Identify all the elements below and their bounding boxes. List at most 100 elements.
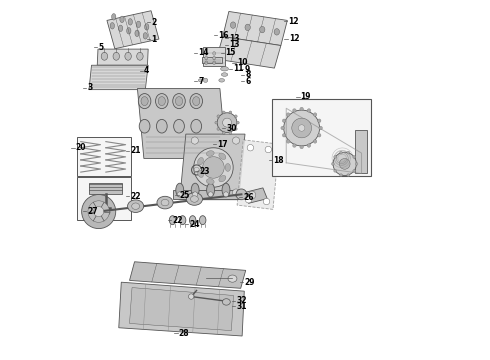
Text: 31: 31 — [236, 302, 246, 311]
Ellipse shape — [206, 179, 214, 184]
Ellipse shape — [127, 200, 144, 212]
Ellipse shape — [197, 157, 203, 165]
Text: 7: 7 — [198, 77, 204, 86]
Ellipse shape — [128, 19, 132, 25]
Text: 22: 22 — [130, 192, 141, 201]
Text: 16: 16 — [218, 31, 229, 40]
Ellipse shape — [347, 151, 350, 154]
Text: 27: 27 — [87, 207, 98, 216]
Text: 13: 13 — [229, 34, 239, 43]
Ellipse shape — [219, 153, 226, 159]
Ellipse shape — [190, 94, 202, 109]
Ellipse shape — [223, 192, 228, 197]
Ellipse shape — [313, 113, 317, 116]
Ellipse shape — [228, 275, 237, 282]
Ellipse shape — [125, 52, 131, 60]
Ellipse shape — [245, 197, 252, 203]
Ellipse shape — [176, 183, 184, 197]
Ellipse shape — [222, 111, 225, 114]
Text: 25: 25 — [180, 190, 190, 199]
Ellipse shape — [191, 120, 201, 133]
Ellipse shape — [155, 94, 168, 109]
Text: 30: 30 — [226, 123, 237, 132]
Text: 24: 24 — [190, 220, 200, 229]
Ellipse shape — [205, 56, 208, 60]
Ellipse shape — [193, 192, 197, 197]
Ellipse shape — [170, 216, 176, 225]
Text: 14: 14 — [198, 48, 209, 57]
Ellipse shape — [191, 189, 198, 196]
Ellipse shape — [207, 183, 215, 197]
Ellipse shape — [208, 192, 213, 197]
Ellipse shape — [281, 126, 285, 130]
Polygon shape — [203, 47, 225, 66]
Text: 26: 26 — [243, 193, 254, 202]
Ellipse shape — [175, 96, 183, 105]
Ellipse shape — [222, 183, 230, 197]
Ellipse shape — [137, 52, 143, 60]
Text: 11: 11 — [234, 64, 244, 73]
Text: 8: 8 — [245, 71, 250, 80]
Ellipse shape — [307, 109, 311, 112]
Ellipse shape — [193, 96, 200, 105]
Ellipse shape — [203, 157, 224, 178]
Ellipse shape — [189, 294, 194, 299]
Ellipse shape — [284, 110, 319, 146]
Ellipse shape — [82, 194, 116, 229]
Ellipse shape — [173, 120, 184, 133]
Ellipse shape — [113, 52, 120, 60]
Ellipse shape — [236, 121, 239, 124]
Ellipse shape — [236, 189, 247, 200]
Ellipse shape — [248, 191, 256, 199]
Ellipse shape — [263, 198, 270, 205]
Polygon shape — [129, 288, 234, 330]
Text: 28: 28 — [179, 329, 189, 338]
Polygon shape — [180, 134, 245, 200]
Polygon shape — [216, 37, 281, 68]
Text: 1: 1 — [151, 35, 156, 44]
Ellipse shape — [199, 216, 206, 225]
Text: 3: 3 — [87, 83, 93, 92]
Polygon shape — [89, 183, 122, 194]
Text: 15: 15 — [225, 48, 236, 57]
Ellipse shape — [220, 67, 228, 71]
Ellipse shape — [334, 170, 337, 172]
Bar — [77, 177, 131, 220]
Ellipse shape — [101, 52, 108, 60]
Text: 32: 32 — [236, 296, 246, 305]
Ellipse shape — [318, 134, 321, 137]
Ellipse shape — [225, 163, 230, 171]
Ellipse shape — [300, 145, 303, 149]
Ellipse shape — [213, 51, 216, 55]
Ellipse shape — [143, 33, 147, 39]
Ellipse shape — [340, 174, 343, 176]
Text: 21: 21 — [130, 146, 141, 155]
Text: 12: 12 — [288, 17, 298, 26]
Text: 19: 19 — [300, 92, 311, 101]
Ellipse shape — [212, 162, 219, 169]
Ellipse shape — [179, 216, 186, 225]
Ellipse shape — [333, 152, 356, 176]
Text: 23: 23 — [199, 167, 210, 176]
Ellipse shape — [217, 127, 220, 130]
Ellipse shape — [145, 24, 149, 30]
Ellipse shape — [282, 119, 286, 122]
Text: 17: 17 — [217, 140, 228, 149]
Ellipse shape — [234, 127, 237, 130]
Ellipse shape — [205, 61, 208, 64]
Ellipse shape — [293, 109, 296, 112]
Ellipse shape — [194, 148, 233, 187]
Ellipse shape — [132, 203, 140, 210]
Polygon shape — [245, 188, 267, 203]
Polygon shape — [237, 140, 279, 210]
Ellipse shape — [161, 199, 169, 206]
Ellipse shape — [136, 21, 141, 28]
Ellipse shape — [119, 25, 122, 32]
Ellipse shape — [94, 207, 104, 217]
Text: 12: 12 — [289, 34, 299, 43]
Ellipse shape — [355, 162, 358, 165]
Text: 20: 20 — [76, 143, 86, 152]
Ellipse shape — [206, 151, 214, 156]
Text: 5: 5 — [98, 43, 103, 52]
Ellipse shape — [191, 183, 199, 197]
